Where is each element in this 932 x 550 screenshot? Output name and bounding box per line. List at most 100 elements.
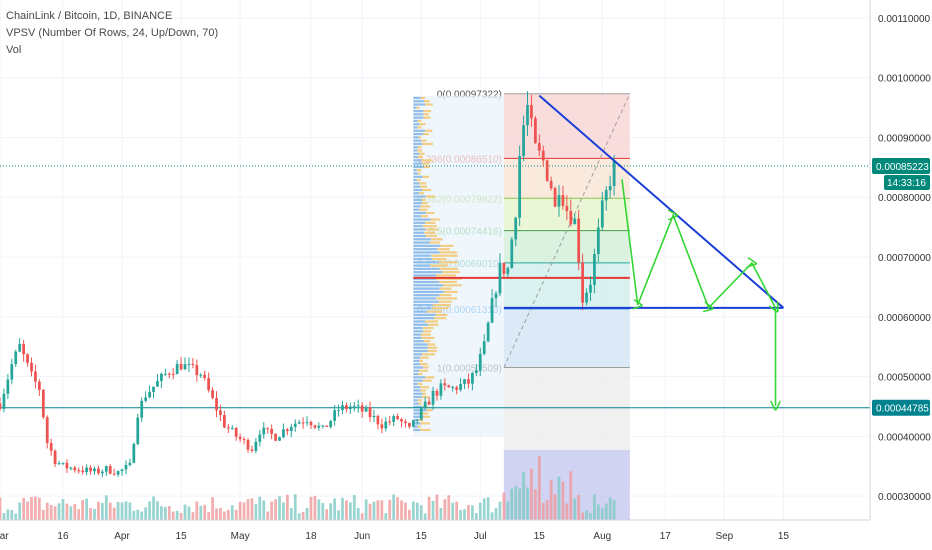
candle-body — [45, 417, 49, 443]
volume-profile-bar-up — [413, 395, 422, 399]
indicator-title[interactable]: VPSV (Number Of Rows, 24, Up/Down, 70) — [6, 27, 219, 39]
volume-profile-bar-up — [413, 320, 426, 323]
fib-zone — [503, 230, 630, 263]
volume-bar — [553, 494, 557, 520]
volume-bar — [565, 503, 569, 520]
volume-profile-bar-up — [413, 241, 430, 244]
volume-profile-bar-up — [413, 251, 440, 254]
candle-body — [565, 205, 569, 212]
volume-bar — [305, 507, 309, 520]
volume-bar — [69, 506, 73, 520]
candle-body — [18, 343, 22, 352]
volume-bar — [502, 492, 506, 520]
candle-body — [49, 442, 53, 451]
volume-profile-bar-down — [424, 231, 436, 234]
volume-profile-bar-down — [420, 428, 431, 432]
volume-profile-bar-down — [431, 307, 449, 310]
volume-profile-bar-down — [422, 392, 427, 395]
volume-profile-bar-down — [418, 172, 421, 175]
volume-bar — [289, 508, 293, 520]
candle-body — [274, 433, 277, 441]
candle-body — [297, 422, 301, 424]
volume-profile-bar-up — [413, 142, 423, 146]
volume-bar — [124, 501, 128, 520]
volume-profile-bar-down — [437, 248, 450, 251]
volume-bar — [545, 499, 549, 520]
candle-body — [120, 469, 124, 472]
volume-profile-bar-down — [427, 343, 436, 346]
candle-body — [85, 467, 88, 473]
volume-bar — [93, 508, 96, 520]
candle-body — [396, 416, 399, 420]
price-tick-label: 0.00110000 — [878, 14, 931, 25]
volume-profile-bar-down — [443, 290, 458, 293]
symbol-title[interactable]: ChainLink / Bitcoin, 1D, BINANCE — [6, 10, 173, 22]
volume-bar — [211, 497, 214, 520]
volume-profile-bar-up — [413, 188, 423, 192]
projection-path — [621, 179, 776, 308]
candle-body — [585, 292, 588, 303]
candle-body — [490, 298, 494, 323]
volume-profile-bar-down — [423, 116, 431, 119]
candle-body — [451, 387, 455, 389]
volume-profile-bar-down — [417, 399, 422, 402]
volume-bar — [18, 502, 22, 520]
candle-body — [589, 284, 592, 293]
volume-profile-bar-up — [413, 356, 421, 359]
candle-body — [518, 156, 522, 218]
volume-profile-bar-up — [413, 386, 421, 389]
candle-body — [411, 420, 415, 427]
volume-bar — [376, 500, 380, 520]
volume-bar — [321, 503, 325, 520]
candle-body — [447, 385, 451, 388]
candle-body — [506, 267, 510, 274]
volume-profile-bar-down — [425, 195, 435, 198]
volume-bar — [152, 496, 155, 520]
candle-body — [557, 195, 561, 207]
volume-bar — [45, 502, 49, 520]
current-price-tag — [872, 158, 930, 175]
volume-profile-bar-up — [413, 310, 428, 313]
volume-bar — [467, 505, 470, 520]
candle-body — [89, 467, 92, 472]
volume-bar — [313, 496, 317, 520]
volume-profile-bar-up — [413, 271, 443, 274]
candle-body — [278, 437, 281, 441]
volume-bar — [262, 500, 266, 520]
price-tick-label: 0.00100000 — [878, 74, 931, 85]
horizontal-level-label: 0.00044785 — [876, 404, 929, 415]
volume-profile-bar-up — [413, 238, 432, 241]
candle-body — [486, 322, 490, 342]
candle-body — [215, 397, 218, 411]
volume-title[interactable]: Vol — [6, 44, 22, 56]
volume-profile-bar-up — [413, 261, 439, 264]
candle-body — [266, 427, 270, 429]
candle-body — [26, 354, 29, 363]
volume-profile-bar-down — [432, 257, 447, 261]
volume-profile-bar-down — [429, 241, 440, 244]
volume-bar — [569, 471, 573, 520]
volume-profile-bar-down — [423, 100, 430, 103]
volume-profile-bar-up — [413, 169, 417, 172]
volume-bar — [223, 511, 226, 520]
volume-profile-bar-down — [428, 323, 439, 326]
fib-zone — [503, 308, 630, 368]
volume-bar — [309, 496, 313, 520]
volume-profile-bar-up — [413, 211, 426, 215]
volume-profile-bar-up — [413, 202, 422, 205]
candle-body — [419, 408, 423, 420]
volume-profile-bar-down — [417, 149, 423, 152]
volume-profile-bar-up — [413, 132, 423, 136]
volume-profile-bar-up — [413, 363, 420, 366]
candle-body — [258, 434, 262, 442]
volume-profile-bar-up — [413, 330, 424, 333]
volume-bar — [199, 505, 203, 520]
volume-profile-bar-up — [413, 340, 424, 343]
volume-profile-bar-up — [413, 234, 426, 238]
volume-bar — [26, 501, 29, 520]
volume-profile-bar-down — [440, 244, 454, 247]
candle-body — [459, 384, 462, 390]
volume-bar — [368, 503, 372, 520]
candle-body — [211, 390, 214, 398]
